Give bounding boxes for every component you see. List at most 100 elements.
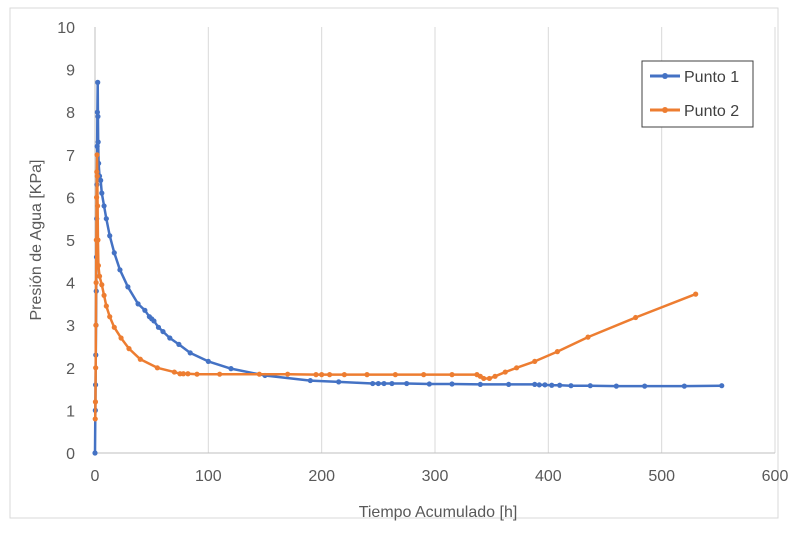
legend-marker-punto-1 xyxy=(662,73,668,79)
data-point-punto-1-12 xyxy=(95,113,101,120)
data-point-punto-1-11 xyxy=(95,79,101,85)
data-point-punto-1-28 xyxy=(151,318,157,324)
data-point-punto-2-2 xyxy=(93,365,99,371)
data-point-punto-1-33 xyxy=(187,350,193,356)
x-tick-label-500: 500 xyxy=(648,468,675,485)
data-point-punto-2-43 xyxy=(492,373,498,379)
data-point-punto-2-17 xyxy=(107,314,113,320)
series-group xyxy=(92,79,725,456)
data-point-punto-1-47 xyxy=(506,381,512,388)
data-point-punto-2-14 xyxy=(99,282,105,288)
data-point-punto-1-40 xyxy=(375,380,381,387)
data-point-punto-2-44 xyxy=(502,369,508,375)
data-point-punto-1-48 xyxy=(532,381,538,388)
y-tick-label-3: 3 xyxy=(66,318,75,335)
data-point-punto-2-13 xyxy=(96,273,103,279)
y-tick-label-1: 1 xyxy=(66,403,75,420)
data-point-punto-2-6 xyxy=(93,194,100,200)
data-point-punto-1-13 xyxy=(95,139,101,145)
x-tick-label-400: 400 xyxy=(535,468,562,485)
legend-label-punto-2: Punto 2 xyxy=(684,103,739,120)
data-point-punto-1-23 xyxy=(125,284,131,290)
data-point-punto-2-18 xyxy=(111,324,117,330)
data-point-punto-2-10 xyxy=(95,203,101,209)
data-point-punto-2-3 xyxy=(93,322,99,328)
data-point-punto-1-53 xyxy=(568,383,574,389)
data-point-punto-2-50 xyxy=(693,291,699,297)
data-point-punto-1-0 xyxy=(92,450,98,456)
data-point-punto-1-57 xyxy=(681,383,687,389)
data-point-punto-2-4 xyxy=(93,280,99,286)
y-tick-labels: 0 1 2 3 4 5 6 7 8 9 10 xyxy=(57,20,75,463)
data-point-punto-1-10 xyxy=(94,109,100,115)
y-axis-title: Presión de Agua [KPa] xyxy=(28,160,45,321)
legend: Punto 1 Punto 2 xyxy=(641,60,754,128)
data-point-punto-1-25 xyxy=(142,307,148,313)
data-point-punto-1-58 xyxy=(719,383,725,389)
data-point-punto-2-25 xyxy=(180,371,186,377)
data-point-punto-2-48 xyxy=(585,334,591,340)
y-tick-label-7: 7 xyxy=(66,148,75,165)
data-point-punto-2-20 xyxy=(126,346,132,352)
y-tick-label-2: 2 xyxy=(66,361,75,378)
data-point-punto-2-41 xyxy=(481,375,487,382)
data-point-punto-1-35 xyxy=(228,366,234,372)
y-tick-label-4: 4 xyxy=(66,276,75,293)
data-point-punto-1-55 xyxy=(613,383,619,389)
y-tick-label-6: 6 xyxy=(66,190,75,207)
data-point-punto-1-43 xyxy=(404,380,410,387)
data-point-punto-1-39 xyxy=(370,380,376,387)
data-point-punto-1-37 xyxy=(307,377,313,384)
data-point-punto-2-16 xyxy=(103,303,109,309)
data-point-punto-1-24 xyxy=(135,301,141,307)
data-point-punto-1-21 xyxy=(111,250,117,256)
x-tick-label-600: 600 xyxy=(762,468,789,485)
data-point-punto-2-35 xyxy=(364,372,370,378)
data-point-punto-1-32 xyxy=(176,341,182,347)
data-point-punto-2-32 xyxy=(319,372,325,378)
data-point-punto-1-52 xyxy=(557,382,563,388)
y-tick-label-10: 10 xyxy=(57,20,75,37)
data-point-punto-1-46 xyxy=(477,381,483,388)
data-point-punto-2-23 xyxy=(171,369,177,375)
data-point-punto-1-20 xyxy=(107,233,113,239)
x-tick-label-0: 0 xyxy=(91,468,100,485)
legend-label-punto-1: Punto 1 xyxy=(684,69,739,86)
x-tick-label-100: 100 xyxy=(195,468,222,485)
data-point-punto-1-9 xyxy=(94,143,100,149)
data-point-punto-1-16 xyxy=(98,177,104,183)
data-point-punto-2-45 xyxy=(514,365,520,371)
data-point-punto-2-49 xyxy=(633,314,639,321)
data-point-punto-2-8 xyxy=(94,152,100,158)
data-point-punto-2-19 xyxy=(118,335,124,341)
data-point-punto-1-42 xyxy=(389,380,395,387)
data-point-punto-1-41 xyxy=(381,380,387,387)
data-point-punto-1-54 xyxy=(587,383,593,389)
data-point-punto-2-28 xyxy=(217,371,223,377)
data-point-punto-2-36 xyxy=(392,372,398,378)
y-tick-label-8: 8 xyxy=(66,105,75,122)
y-tick-label-9: 9 xyxy=(66,63,75,80)
data-point-punto-2-7 xyxy=(94,169,100,175)
data-point-punto-2-12 xyxy=(95,262,101,269)
data-point-punto-1-34 xyxy=(205,358,211,365)
data-point-punto-1-44 xyxy=(426,381,432,387)
x-tick-label-200: 200 xyxy=(308,468,335,485)
series-punto-2 xyxy=(92,152,699,422)
data-point-punto-1-45 xyxy=(449,381,455,387)
data-point-punto-2-15 xyxy=(101,292,107,298)
data-point-punto-1-17 xyxy=(99,190,105,196)
data-point-punto-2-46 xyxy=(532,358,538,365)
data-point-punto-2-47 xyxy=(554,349,561,355)
data-point-punto-2-21 xyxy=(137,356,143,362)
data-point-punto-1-18 xyxy=(101,203,107,209)
y-tick-label-5: 5 xyxy=(66,233,75,250)
data-point-punto-2-37 xyxy=(421,372,427,378)
x-tick-label-300: 300 xyxy=(422,468,449,485)
data-point-punto-1-31 xyxy=(167,335,173,341)
data-point-punto-1-19 xyxy=(103,216,109,222)
data-point-punto-1-50 xyxy=(542,382,548,388)
data-point-punto-2-33 xyxy=(327,372,333,378)
